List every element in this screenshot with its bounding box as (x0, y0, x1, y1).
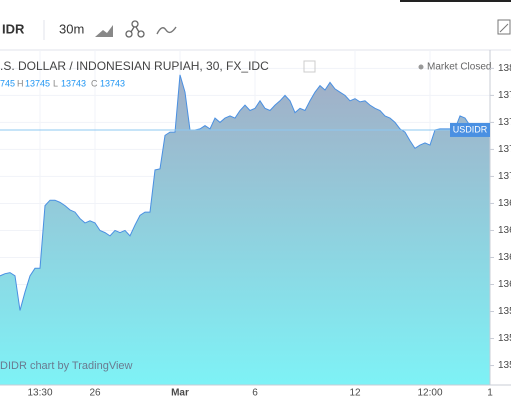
chart-title: .S. DOLLAR / INDONESIAN RUPIAH, 30, FX_I… (0, 59, 269, 73)
high-key: H (17, 78, 24, 88)
y-tick-label: 135 (498, 360, 511, 371)
settings-icon[interactable] (303, 60, 316, 73)
close-value: 13743 (100, 78, 125, 88)
open-value: 745 (0, 78, 15, 88)
y-tick-label: 137 (498, 90, 511, 101)
line (0, 74, 491, 311)
x-tick-label: 13:30 (27, 388, 52, 399)
status-dot (418, 64, 424, 70)
x-tick-label: Mar (171, 388, 189, 399)
y-tick-label: 136 (498, 279, 511, 290)
interval[interactable]: 30m (59, 21, 84, 36)
chart-style-icon[interactable] (95, 25, 113, 37)
y-tick-label: 135 (498, 306, 511, 317)
x-tick-label: 26 (89, 388, 101, 399)
market-status: Market Closed (427, 62, 491, 73)
low-value: 13743 (61, 78, 86, 88)
y-tick-label: 136 (498, 225, 511, 236)
low-key: L (53, 78, 58, 88)
symbol-tag: USDIDR (453, 124, 488, 134)
area (0, 74, 490, 386)
ohlc: 745 H 13745 L 13743 C 13743 (0, 78, 125, 88)
watermark: DIDR chart by TradingView (0, 360, 133, 372)
indicators-icon[interactable] (125, 20, 145, 38)
fullscreen-icon[interactable] (497, 19, 511, 35)
symbol[interactable]: IDR (2, 21, 25, 36)
y-tick-label: 136 (498, 252, 511, 263)
symbol-tag-box (450, 122, 490, 137)
x-tick-label: 1 (487, 388, 493, 399)
y-tick-label: 135 (498, 333, 511, 344)
x-tick-label: 12:00 (417, 388, 442, 399)
y-tick-label: 137 (498, 117, 511, 128)
close-key: C (91, 78, 98, 88)
y-tick-label: 138 (498, 63, 511, 74)
toolbar: IDR 30m (2, 19, 511, 40)
x-tick-label: 12 (349, 388, 361, 399)
x-tick-label: 6 (252, 388, 258, 399)
y-tick-label: 137 (498, 144, 511, 155)
y-tick-label: 137 (498, 171, 511, 182)
high-value: 13745 (25, 78, 50, 88)
y-tick-label: 136 (498, 198, 511, 209)
compare-icon[interactable] (156, 26, 177, 35)
